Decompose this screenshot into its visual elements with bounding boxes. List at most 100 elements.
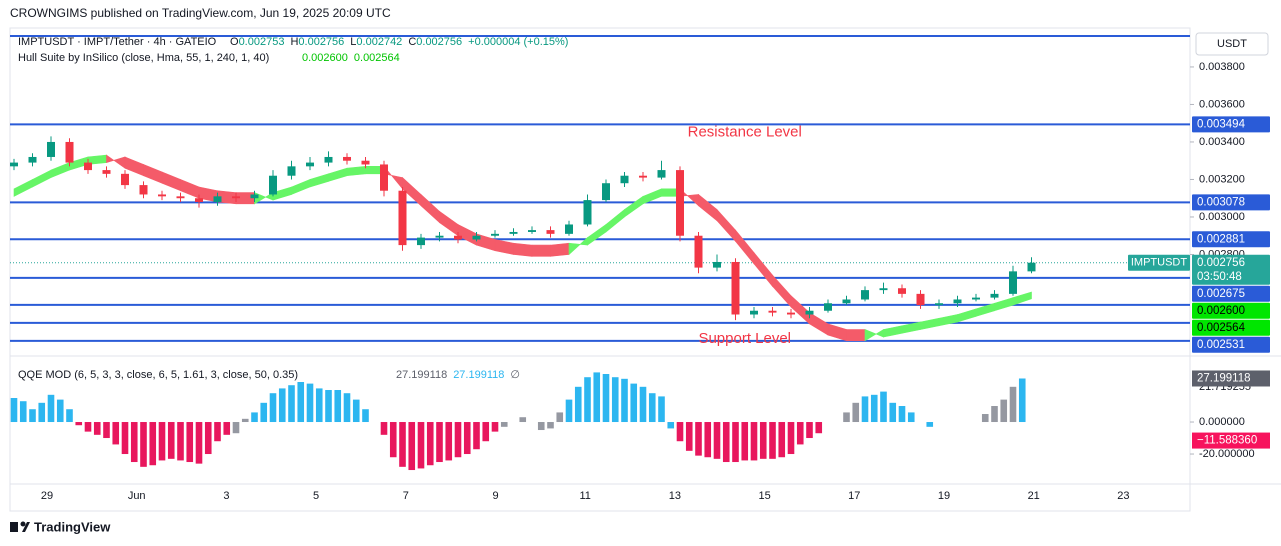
price-badge-label: 0.002756: [1197, 257, 1245, 269]
qqe-bar: [84, 422, 92, 432]
price-badge-label: 0.003078: [1197, 196, 1245, 208]
candle-body: [620, 175, 629, 184]
qqe-bar: [362, 409, 369, 423]
qqe-bar: [667, 422, 675, 429]
qqe-bar: [149, 422, 157, 466]
hull-legend: Hull Suite by InSilico (close, Hma, 55, …: [18, 52, 269, 64]
qqe-bar: [251, 412, 258, 423]
candle-body: [269, 175, 277, 195]
qqe-bar: [454, 422, 462, 458]
hull-band: [846, 329, 866, 342]
qqe-bar: [75, 422, 83, 426]
qqe-tick-label: 0.000000: [1199, 416, 1245, 428]
qqe-bar: [639, 386, 647, 423]
x-tick-label: 19: [938, 490, 950, 502]
symbol-badge-label: IMPTUSDT: [1131, 257, 1188, 269]
qqe-bar: [325, 390, 332, 423]
qqe-bar: [1000, 399, 1008, 423]
qqe-bar: [880, 391, 887, 423]
qqe-bar: [907, 412, 915, 423]
y-tick-label: 0.002800: [1199, 248, 1245, 260]
qqe-bar: [417, 422, 425, 469]
qqe-bar: [66, 409, 73, 423]
qqe-tick-label: -20.000000: [1199, 448, 1255, 460]
qqe-bar: [121, 422, 129, 455]
qqe-bar: [186, 422, 194, 463]
hull-value: 0.002564: [354, 52, 400, 64]
qqe-bar: [1009, 386, 1017, 423]
ohlc-key: H: [290, 36, 298, 48]
qqe-bar: [112, 422, 120, 445]
qqe-bar: [602, 374, 610, 423]
qqe-bar: [103, 422, 110, 439]
qqe-bar: [10, 398, 18, 423]
candle-body: [102, 170, 111, 174]
candle-body: [250, 194, 259, 199]
x-tick-label: 23: [1117, 490, 1129, 502]
candle-body: [602, 183, 610, 201]
y-tick-label: 0.003400: [1199, 136, 1245, 148]
qqe-bar: [315, 388, 323, 423]
hull-values: 0.002600 0.002564: [302, 52, 400, 64]
hull-band: [1012, 291, 1032, 306]
price-badge: [1192, 336, 1270, 353]
currency[interactable]: USDT: [1217, 38, 1247, 50]
x-tick-label: 9: [492, 490, 498, 502]
qqe-bar: [870, 394, 878, 423]
qqe-bar: [241, 418, 249, 423]
qqe-bar: [584, 377, 591, 423]
ohlc-value: 0.002742: [356, 36, 402, 48]
y-tick-label: 0.003000: [1199, 211, 1245, 223]
candle-body: [28, 156, 37, 163]
candle-body: [898, 288, 906, 294]
qqe-bar: [769, 422, 776, 459]
price-badge-label: 0.002600: [1197, 305, 1245, 317]
hull-band: [531, 244, 551, 257]
x-tick-label: 17: [848, 490, 860, 502]
qqe-bar: [741, 422, 749, 461]
candle-body: [805, 310, 814, 315]
candle-body: [380, 164, 388, 191]
qqe-bar: [399, 422, 406, 467]
qqe-bar: [861, 396, 869, 423]
price-badge: [1192, 254, 1270, 285]
currency-box[interactable]: [1195, 32, 1269, 56]
qqe-bar: [482, 422, 490, 442]
qqe-bar: [630, 383, 638, 423]
qqe-bar: [787, 422, 795, 455]
candle-body: [306, 162, 314, 167]
qqe-bar: [732, 422, 739, 463]
candle-body: [842, 299, 851, 304]
candle-body: [213, 196, 222, 202]
candle-body: [176, 196, 185, 199]
brand: TradingView: [34, 519, 111, 534]
x-tick-label: Jun: [128, 490, 146, 502]
candle-body: [990, 293, 999, 298]
qqe-bar: [223, 422, 231, 435]
qqe-bar: [658, 396, 665, 423]
candle-body: [546, 230, 555, 234]
candle-body: [750, 310, 758, 315]
candle-body: [1009, 271, 1017, 294]
candle-body: [824, 303, 832, 311]
hull-band: [513, 242, 533, 257]
ohlc-value: 0.002753: [239, 36, 285, 48]
published: CROWNGIMS published on TradingView.com, …: [10, 6, 391, 20]
x-tick-label: 11: [579, 490, 590, 502]
qqe-bar: [195, 422, 203, 464]
qqe-bar: [177, 422, 184, 461]
annotation: Support Level: [698, 330, 791, 347]
price-badge-label: 0.002531: [1197, 339, 1245, 351]
hull-band: [346, 166, 366, 177]
qqe-bar: [343, 393, 351, 423]
candle-body: [657, 170, 666, 178]
x-tick-label: 15: [758, 490, 770, 502]
qqe-bar: [648, 393, 656, 423]
qqe-values: 27.199118 27.199118 ∅: [396, 369, 520, 381]
qqe-bar: [473, 422, 480, 450]
qqe-bar: [1018, 378, 1026, 423]
qqe-bar: [19, 401, 27, 423]
candle-body: [232, 196, 240, 199]
qqe-badge-label: 27.199118: [1197, 373, 1251, 385]
